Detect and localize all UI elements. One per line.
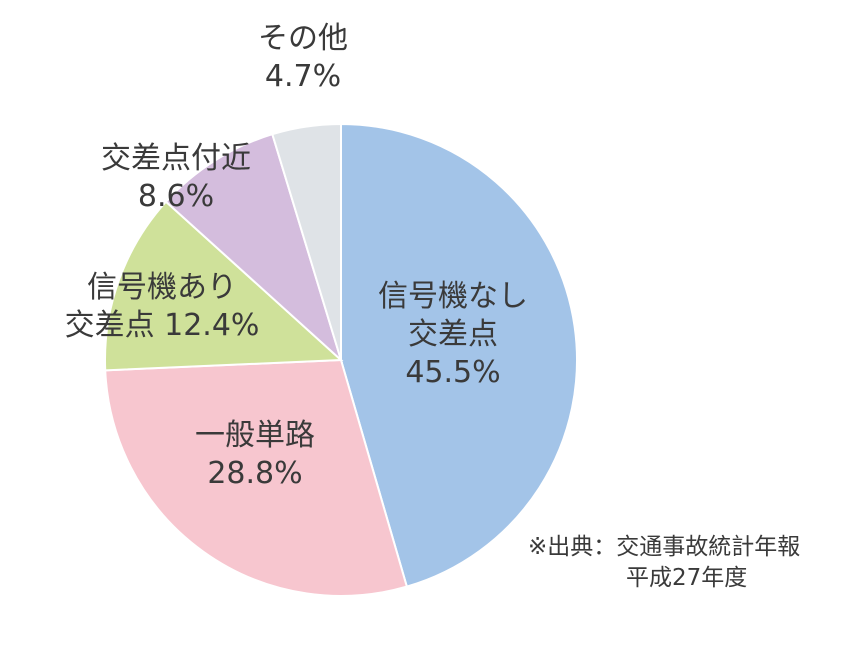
slice-name-label: 信号機あり [87, 270, 237, 305]
slice-name-label: 交差点 [408, 317, 498, 352]
pie-slice [104, 200, 344, 372]
slice-value-label: 28.8% [207, 456, 302, 491]
slice-label: その他 4.7% [258, 21, 348, 94]
pie-slice [340, 122, 578, 588]
slice-label: 交差点付近 8.6% [101, 141, 251, 214]
pie-slice [104, 358, 409, 597]
pie-slices [104, 122, 578, 597]
pie-slice [164, 132, 344, 364]
slice-value-label: 交差点 12.4% [65, 308, 260, 343]
source-note-line1: ※出典：交通事故統計年報 [528, 534, 801, 560]
pie-labels: 信号機なし交差点 45.5% 一般単路 28.8% 信号機あり交差点 12.4% 交差点付… [65, 21, 528, 491]
slice-value-label: 8.6% [138, 179, 214, 214]
slice-name-label: 交差点付近 [101, 141, 251, 176]
slice-name-label: 一般単路 [195, 418, 315, 453]
source-note-line2: 平成27年度 [626, 565, 748, 591]
slice-label: 一般単路 28.8% [195, 418, 315, 491]
source-note: ※出典：交通事故統計年報 平成27年度 [528, 532, 800, 594]
slice-name-label: その他 [258, 21, 348, 56]
slice-name-label: 信号機なし [378, 279, 528, 314]
pie-slice [271, 122, 342, 361]
slice-label: 信号機あり交差点 12.4% [65, 270, 260, 343]
slice-label: 信号機なし交差点 45.5% [378, 279, 528, 390]
slice-value-label: 45.5% [405, 355, 500, 390]
slice-value-label: 4.7% [265, 59, 341, 94]
